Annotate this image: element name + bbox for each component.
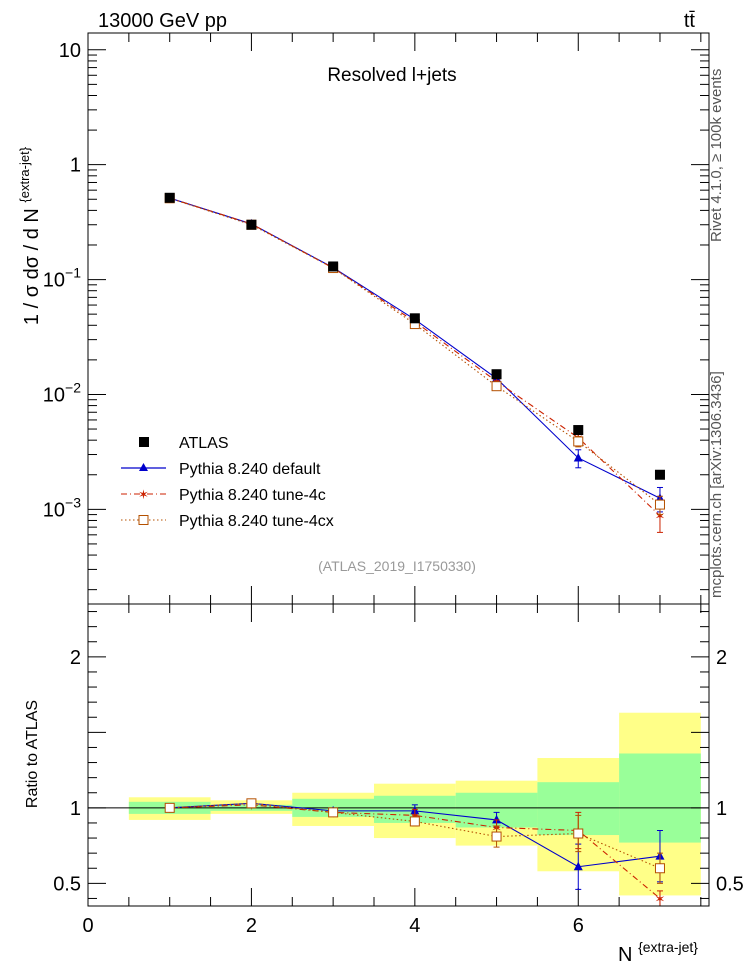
ratio-y-tick-label-left: 2 (70, 647, 81, 669)
legend-tune4c-marker: ✶ (138, 487, 149, 502)
ratio-frame (87, 603, 710, 907)
main-atlas-point (246, 219, 257, 230)
main-pythia-8-240-default-point (573, 452, 583, 462)
legend-entry-tune4cx: Pythia 8.240 tune-4cx (121, 513, 334, 530)
main-y-tick-label: 1 (70, 155, 81, 177)
process-label: tt̄ (684, 10, 696, 32)
main-y-axis-title: 1 / σ dσ / d N {extra-jet} (17, 146, 43, 325)
main-pythia-8-240-tune-4cx-point (654, 499, 665, 510)
ratio-pythia-8-240-tune-4cx-point (573, 828, 584, 839)
main-ticks (87, 33, 709, 604)
ratio-ticks (87, 604, 709, 906)
main-atlas-point (573, 425, 584, 436)
main-ylabel: 1 / σ dσ / d N (21, 208, 43, 325)
x-axis-label: N (618, 944, 632, 966)
main-pythia-8-240-tune-4cx-point (573, 436, 584, 447)
main-data-layer: ✶✶✶✶✶✶✶ (164, 192, 666, 533)
ratio-pythia-8-240-tune-4cx-point (491, 831, 502, 842)
main-atlas-point (164, 192, 175, 203)
main-atlas-point (409, 313, 420, 324)
ratio-y-tick-label-left: 0.5 (53, 873, 81, 895)
legend-atlas-marker (139, 437, 149, 447)
x-tick-label: 0 (82, 915, 93, 937)
x-tick-label: 2 (246, 915, 257, 937)
main-y-tick-label: 10 (59, 40, 81, 62)
ratio-ylabel: Ratio to ATLAS (24, 700, 41, 808)
ratio-pythia-8-240-tune-4cx-point (246, 798, 257, 809)
mcplots-label: mcplots.cern.ch [arXiv:1306.3436] (708, 371, 725, 598)
main-pythia-8-240-tune-4cx-line (169, 197, 661, 506)
ratio-pythia-8-240-tune-4cx-point (654, 863, 665, 874)
rivet-label: Rivet 4.1.0, ≥ 100k events (708, 68, 725, 242)
x-axis-title: N {extra-jet} (618, 939, 698, 966)
main-atlas-point (491, 369, 502, 380)
ratio-y-tick-label-right: 2 (716, 647, 727, 669)
main-ylabel-sup: {extra-jet} (17, 146, 32, 202)
legend-default-label: Pythia 8.240 default (179, 461, 321, 478)
ratio-x-tick-labels: 0 2 4 6 (82, 915, 583, 937)
ratio-y-tick-label-left: 1 (70, 798, 81, 820)
ratio-band-green (619, 753, 701, 843)
ratio-y-tick-labels: 0.5 0.5 1 1 2 2 (53, 647, 744, 896)
analysis-label: (ATLAS_2019_I1750330) (318, 558, 476, 574)
main-pythia-8-240-tune-4cx-point (491, 381, 502, 392)
ratio-panel: 0.5 0.5 1 1 2 2 0 2 4 6 ✶✶✶✶✶✶✶ Ratio to ATLAS N… (24, 603, 744, 966)
ratio-pythia-8-240-tune-4cx-point (328, 807, 339, 818)
ratio-y-tick-label-right: 1 (716, 798, 727, 820)
legend-tune4cx-marker (138, 515, 149, 525)
main-atlas-point (328, 261, 339, 272)
main-y-tick-labels: 10−3 10−2 10−1 1 10 (43, 40, 81, 522)
ratio-pythia-8-240-tune-4cx-point (409, 816, 420, 827)
ratio-y-axis-title: Ratio to ATLAS (24, 700, 41, 808)
main-y-tick-label: 10−2 (43, 379, 81, 406)
ratio-pythia-8-240-tune-4cx-point (164, 802, 175, 813)
legend: ATLAS Pythia 8.240 default ✶ Pythia 8.24… (121, 435, 334, 530)
main-y-tick-label: 10−3 (43, 494, 81, 521)
legend-entry-default: Pythia 8.240 default (121, 461, 321, 478)
ratio-uncertainty-bands (88, 712, 709, 896)
main-y-tick-label: 10−1 (43, 265, 81, 292)
ratio-y-tick-label-right: 0.5 (716, 873, 744, 895)
ratio-pythia-8-240-tune-4c-point: ✶ (655, 892, 666, 907)
ratio-pythia-8-240-default-point (492, 814, 502, 824)
legend-atlas-label: ATLAS (179, 435, 229, 452)
main-atlas-point (654, 469, 665, 480)
legend-tune4c-label: Pythia 8.240 tune-4c (179, 487, 326, 504)
main-pythia-8-240-tune-4c-point: ✶ (655, 510, 666, 525)
energy-label: 13000 GeV pp (98, 10, 227, 32)
main-pythia-8-240-default-line (169, 197, 661, 499)
legend-default-marker (139, 463, 148, 471)
main-title: Resolved l+jets (327, 65, 456, 86)
ratio-data-layer: ✶✶✶✶✶✶✶ (164, 798, 666, 907)
ratio-pythia-8-240-default-point (573, 861, 583, 871)
svg-text:1 / σ dσ / d N {extra-: 1 / σ dσ / d N {extra-jet} (17, 146, 43, 325)
x-tick-label: 6 (573, 915, 584, 937)
x-axis-label-sup: {extra-jet} (638, 939, 698, 955)
legend-entry-atlas: ATLAS (139, 435, 229, 452)
legend-tune4cx-label: Pythia 8.240 tune-4cx (179, 513, 334, 530)
legend-entry-tune4c: ✶ Pythia 8.240 tune-4c (121, 487, 326, 504)
x-tick-label: 4 (409, 915, 420, 937)
